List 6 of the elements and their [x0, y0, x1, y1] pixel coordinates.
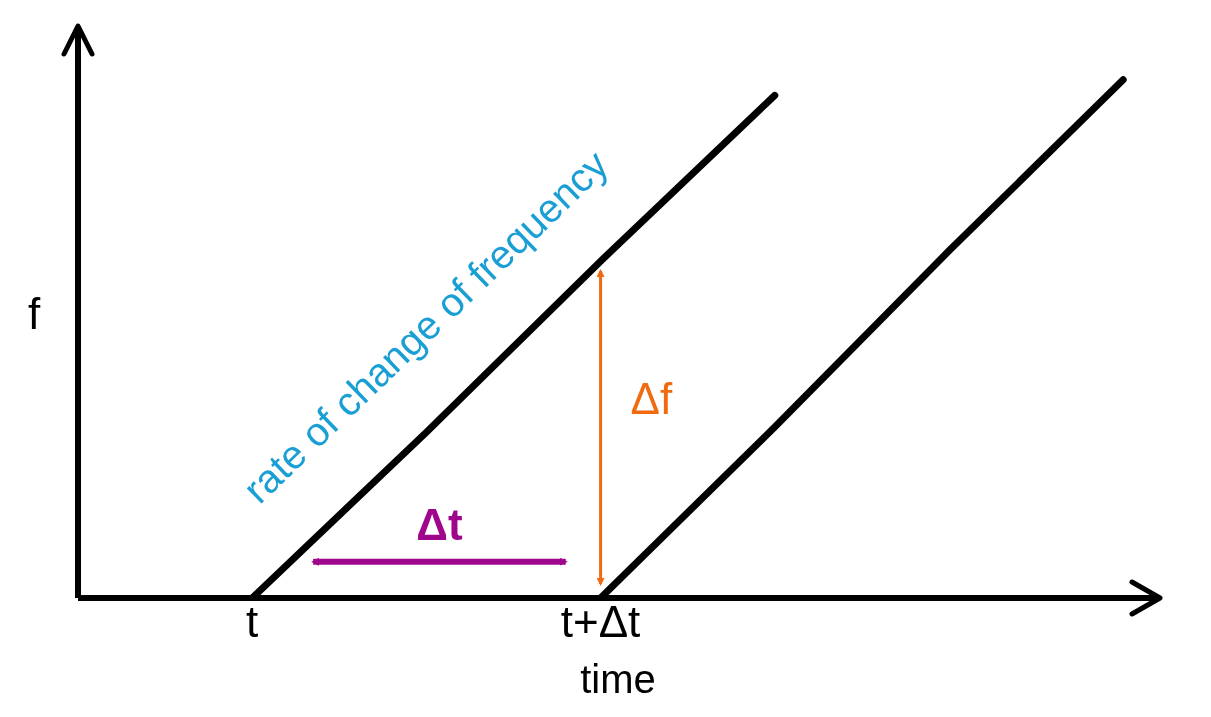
- x-axis-title: time: [580, 657, 656, 701]
- y-axis-title: f: [28, 288, 41, 338]
- annotation: Δt: [416, 499, 463, 549]
- x-tick-label: t: [246, 597, 259, 647]
- annotation: Δf: [630, 373, 673, 423]
- x-tick-label: t+Δt: [560, 597, 641, 647]
